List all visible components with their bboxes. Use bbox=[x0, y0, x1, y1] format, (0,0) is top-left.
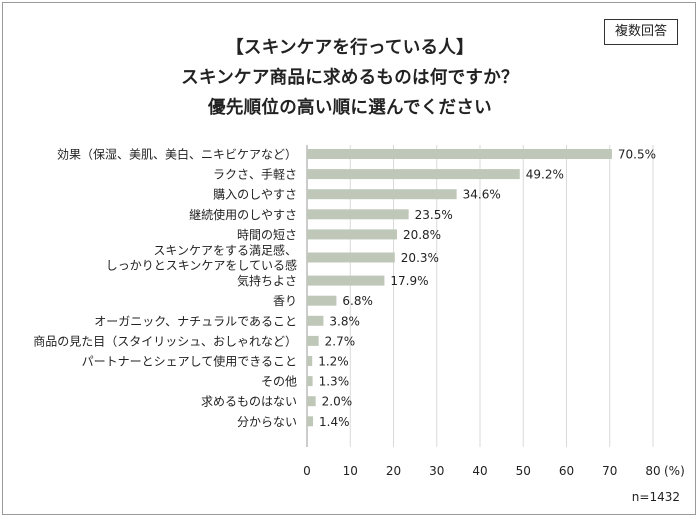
value-label: 17.9% bbox=[390, 274, 428, 288]
category-label: 効果（保湿、美肌、美白、ニキビケアなど） bbox=[57, 147, 297, 162]
value-label: 20.3% bbox=[401, 251, 439, 265]
bar bbox=[307, 396, 316, 407]
value-label: 2.7% bbox=[325, 334, 356, 348]
category-label: オーガニック、ナチュラルであること bbox=[94, 314, 297, 328]
x-tick-label: 40 bbox=[472, 464, 487, 478]
value-label: 20.8% bbox=[403, 228, 441, 242]
category-label: 継続使用のしやすさ bbox=[189, 207, 297, 222]
bar bbox=[307, 315, 324, 326]
category-label: 商品の見た目（スタイリッシュ、おしゃれなど） bbox=[33, 333, 297, 348]
category-label: ラクさ、手軽さ bbox=[213, 168, 297, 182]
x-tick-label: 60 bbox=[559, 464, 574, 478]
x-tick-label: 10 bbox=[343, 464, 358, 478]
x-tick-label: 20 bbox=[386, 464, 401, 478]
x-tick-label: 70 bbox=[602, 464, 617, 478]
category-label: 気持ちよさ bbox=[237, 273, 297, 288]
category-label: パートナーとシェアして使用できること bbox=[82, 354, 297, 369]
category-label: その他 bbox=[261, 375, 297, 389]
category-label: スキンケアをする満足感、しっかりとスキンケアをしている感 bbox=[106, 243, 297, 273]
bar bbox=[307, 252, 395, 263]
value-label: 3.8% bbox=[329, 314, 360, 328]
value-label: 2.0% bbox=[322, 395, 353, 409]
value-label: 6.8% bbox=[342, 294, 373, 308]
x-tick-label: 50 bbox=[516, 464, 531, 478]
chart-title-line-3: 優先順位の高い順に選んでください bbox=[208, 98, 492, 118]
x-tick-label: 0 bbox=[303, 464, 311, 478]
value-label: 1.3% bbox=[319, 375, 350, 389]
bar bbox=[307, 416, 314, 427]
bar bbox=[307, 335, 319, 346]
category-label: 香り bbox=[273, 294, 297, 308]
category-label: 分からない bbox=[237, 415, 297, 429]
category-label: 時間の短さ bbox=[237, 228, 297, 242]
category-label: 購入のしやすさ bbox=[213, 188, 297, 202]
multiple-answer-badge: 複数回答 bbox=[604, 19, 678, 45]
sample-size-note: n=1432 bbox=[631, 490, 680, 504]
x-axis-unit: (%) bbox=[664, 464, 685, 478]
bar bbox=[307, 189, 457, 200]
value-label: 49.2% bbox=[526, 168, 564, 182]
bar bbox=[307, 209, 409, 220]
bar bbox=[307, 295, 337, 306]
value-label: 34.6% bbox=[463, 188, 501, 202]
value-label: 1.4% bbox=[319, 415, 350, 429]
bar bbox=[307, 149, 612, 159]
bar bbox=[307, 376, 313, 387]
x-tick-label: 80 bbox=[645, 464, 660, 478]
bar bbox=[307, 229, 397, 240]
category-label: 求めるものはない bbox=[201, 395, 297, 409]
value-label: 23.5% bbox=[415, 208, 453, 222]
bar bbox=[307, 275, 385, 286]
x-tick-label: 30 bbox=[429, 464, 444, 478]
bar bbox=[307, 169, 520, 180]
chart-title-line-2: スキンケア商品に求めるものは何ですか？ bbox=[181, 68, 519, 88]
chart-frame bbox=[2, 2, 696, 515]
value-label: 70.5% bbox=[618, 148, 656, 162]
chart-title-line-1: 【スキンケアを行っている人】 bbox=[226, 38, 474, 58]
bar bbox=[307, 356, 313, 366]
value-label: 1.2% bbox=[318, 355, 349, 369]
